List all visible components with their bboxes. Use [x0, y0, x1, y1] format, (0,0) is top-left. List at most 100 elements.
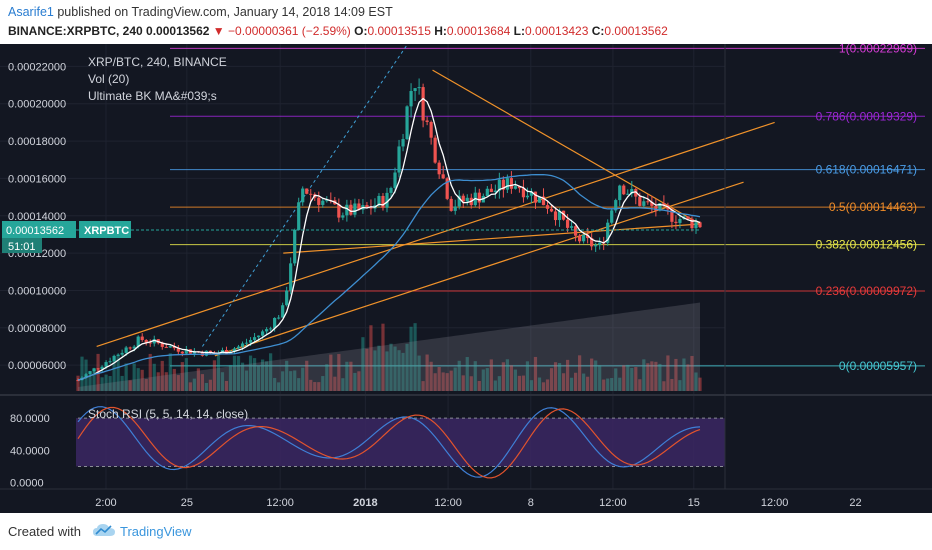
- volume-bar: [457, 360, 461, 391]
- candle: [305, 188, 309, 195]
- candle: [650, 195, 654, 214]
- volume-bar: [389, 343, 393, 391]
- candle: [537, 196, 542, 203]
- candle: [433, 135, 437, 164]
- volume-bar: [445, 373, 449, 391]
- candle: [545, 200, 550, 214]
- volume-bar: [698, 377, 702, 391]
- candle: [590, 233, 594, 251]
- author-link[interactable]: Asarife1: [8, 5, 54, 19]
- volume-bar: [421, 381, 425, 391]
- volume-bar: [337, 354, 341, 391]
- volume-bar: [248, 355, 253, 391]
- volume-bar: [509, 365, 513, 391]
- volume-bar: [545, 379, 550, 391]
- high-value: 0.00013684: [446, 24, 511, 38]
- candle: [252, 333, 257, 343]
- volume-bar: [525, 361, 530, 391]
- open-value: 0.00013515: [367, 24, 431, 38]
- candle: [277, 315, 281, 320]
- symbol-label: BINANCE:XRPBTC, 240: [8, 24, 143, 38]
- price-tick-label: 0.00008000: [8, 323, 66, 335]
- volume-bar: [140, 369, 144, 391]
- volume-bar: [630, 367, 634, 391]
- candle: [269, 326, 273, 332]
- quote-line: BINANCE:XRPBTC, 240 0.00013562 ▼ −0.0000…: [8, 24, 668, 38]
- volume-bar: [349, 361, 353, 391]
- volume-bar: [578, 355, 582, 391]
- volume-bar: [369, 325, 373, 391]
- candle: [401, 133, 405, 152]
- price-chart[interactable]: 1(0.00022969) 0.786(0.00019329) 0.618(0.00…: [0, 44, 932, 513]
- candle: [425, 116, 429, 126]
- down-arrow-icon: ▼: [212, 24, 225, 38]
- volume-bar: [537, 377, 542, 391]
- candle: [389, 186, 393, 198]
- stoch-band: [76, 418, 725, 467]
- candle: [461, 193, 465, 209]
- candle: [92, 367, 96, 373]
- candle: [341, 212, 345, 221]
- candle: [405, 105, 409, 141]
- volume-bar: [549, 368, 554, 391]
- symbol-badge-bg: [79, 221, 131, 238]
- tradingview-cloud-icon: [93, 524, 115, 536]
- time-tick-label: 12:00: [599, 497, 627, 509]
- chart-header: Asarife1 published on TradingView.com, J…: [0, 0, 932, 44]
- candle: [549, 204, 554, 213]
- price-badge: 0.00013562 XRPBTC 51:01: [2, 221, 131, 253]
- volume-bar: [521, 375, 526, 391]
- volume-bar: [180, 362, 184, 391]
- legend-ma[interactable]: Ultimate BK MA&#039;s: [88, 89, 217, 103]
- candle: [321, 198, 325, 208]
- candle: [429, 120, 433, 145]
- volume-bar: [678, 380, 682, 391]
- volume-bar: [281, 371, 285, 391]
- candle: [353, 198, 357, 218]
- volume-bar: [212, 360, 217, 391]
- legend-volume[interactable]: Vol (20): [88, 72, 129, 86]
- volume-bar: [477, 380, 481, 391]
- volume-bar: [357, 371, 361, 391]
- candle: [529, 188, 534, 203]
- candle: [674, 215, 678, 230]
- volume-bar: [654, 361, 658, 391]
- volume-bar: [144, 379, 148, 391]
- price-tick-label: 0.00018000: [8, 136, 66, 148]
- volume-bar: [373, 350, 377, 391]
- high-label: H:: [434, 24, 447, 38]
- volume-bar: [437, 367, 441, 391]
- candle: [148, 339, 152, 347]
- candle: [285, 286, 289, 307]
- legend-stoch[interactable]: Stoch RSI (5, 5, 14, 14, close): [88, 407, 248, 421]
- volume-bar: [401, 352, 405, 391]
- candle: [232, 347, 237, 354]
- candle: [493, 184, 497, 199]
- candle: [349, 200, 353, 216]
- volume-bar: [582, 373, 586, 391]
- volume-bar: [686, 364, 690, 391]
- volume-bar: [132, 363, 136, 391]
- volume-bar: [493, 380, 497, 391]
- candle: [606, 219, 610, 246]
- price-tick-label: 0.00022000: [8, 61, 66, 73]
- candle: [598, 237, 602, 250]
- volume-bar: [622, 365, 626, 391]
- candle: [176, 345, 180, 356]
- candle: [501, 176, 505, 198]
- time-axis: 2:00 25 12:00 2018 12:00 8 12:00 15 12:00 22: [95, 497, 861, 509]
- volume-bar: [465, 357, 469, 391]
- candle: [457, 190, 461, 210]
- volume-bar: [176, 375, 180, 391]
- volume-bar: [497, 376, 501, 391]
- volume-bar: [634, 367, 638, 391]
- volume-bar: [309, 379, 313, 391]
- volume-bar: [397, 350, 401, 391]
- tradingview-link[interactable]: TradingView: [120, 524, 192, 539]
- candle: [630, 180, 634, 198]
- volume-bar: [666, 355, 670, 391]
- candle: [582, 234, 586, 244]
- candle: [618, 184, 622, 207]
- volume-bar: [148, 353, 152, 391]
- legend-title[interactable]: XRP/BTC, 240, BINANCE: [88, 55, 227, 69]
